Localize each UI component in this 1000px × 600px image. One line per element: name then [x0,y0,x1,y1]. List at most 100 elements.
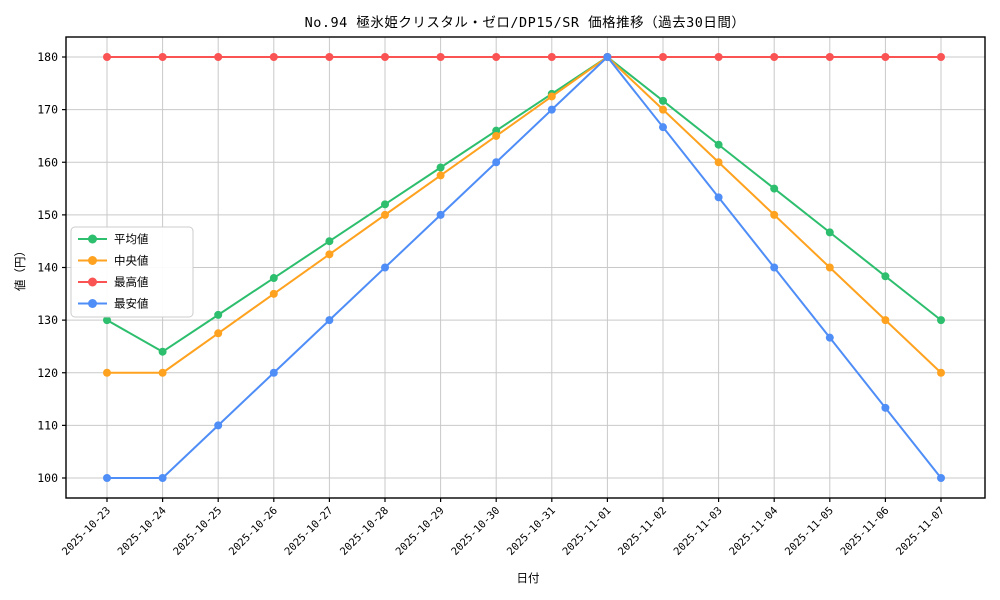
data-point-最高値 [547,53,556,61]
data-point-最高値 [770,53,779,61]
data-point-中央値 [547,92,556,101]
data-point-中央値 [881,316,890,325]
data-point-最高値 [937,53,945,61]
data-point-平均値 [937,316,945,325]
data-point-最高値 [825,53,834,61]
legend-swatch-marker [88,234,97,244]
data-point-中央値 [103,368,111,377]
data-point-中央値 [325,250,334,259]
data-point-平均値 [214,310,223,319]
data-point-最安値 [325,316,334,325]
data-point-最安値 [659,123,667,132]
x-tick-label: 2025-11-07 [894,505,947,558]
data-point-最高値 [714,53,723,61]
legend-label: 中央値 [114,254,149,268]
data-point-中央値 [492,131,501,140]
data-point-最安値 [770,263,779,272]
x-tick-label: 2025-10-26 [227,505,280,558]
x-tick-label: 2025-11-06 [838,505,891,558]
data-point-平均値 [825,228,834,237]
data-point-中央値 [269,289,278,298]
x-tick-label: 2025-10-27 [282,505,335,558]
y-tick-label: 110 [37,418,58,432]
data-point-平均値 [381,200,389,209]
data-point-最高値 [881,53,890,61]
x-tick-label: 2025-11-01 [560,505,613,558]
data-point-中央値 [937,368,945,377]
data-point-最安値 [937,474,945,482]
data-point-最安値 [158,474,167,482]
chart-title: No.94 極氷姫クリスタル・ゼロ/DP15/SR 価格推移（過去30日間） [304,15,746,31]
data-point-平均値 [659,96,667,105]
data-point-中央値 [714,158,723,167]
x-axis-label: 日付 [516,571,540,585]
y-tick-label: 160 [37,155,58,169]
x-tick-label: 2025-10-29 [394,505,447,558]
data-point-最安値 [214,421,223,430]
y-tick-label: 140 [37,261,58,275]
series-line-中央値 [106,56,942,374]
data-point-平均値 [103,316,111,325]
data-point-最高値 [659,53,667,61]
x-tick-label: 2025-11-02 [616,505,669,558]
data-point-最安値 [269,368,278,377]
data-point-中央値 [381,210,389,219]
x-tick-label: 2025-10-25 [171,505,224,558]
data-point-最高値 [158,53,167,61]
data-point-中央値 [659,105,667,114]
data-point-平均値 [714,140,723,149]
data-point-最高値 [436,53,445,61]
data-point-最安値 [103,474,111,482]
data-point-中央値 [214,329,223,338]
x-tick-label: 2025-11-05 [783,505,836,558]
data-point-平均値 [881,272,890,281]
y-tick-label: 150 [37,208,58,222]
data-point-中央値 [825,263,834,272]
data-point-最高値 [381,53,389,61]
data-point-最安値 [881,403,890,412]
data-point-最安値 [492,158,501,167]
x-tick-label: 2025-10-28 [338,505,391,558]
data-point-最高値 [214,53,223,61]
legend-label: 最高値 [114,275,149,289]
data-point-中央値 [158,368,167,377]
data-point-平均値 [269,274,278,283]
x-tick-label: 2025-11-03 [672,505,725,558]
data-point-最高値 [492,53,501,61]
data-point-最安値 [381,263,389,272]
y-axis-label: 値（円） [13,245,27,291]
data-point-平均値 [158,347,167,356]
x-tick-label: 2025-10-23 [60,505,113,558]
x-tick-label: 2025-10-31 [505,505,558,558]
data-point-平均値 [325,237,334,246]
data-point-最高値 [269,53,278,61]
legend-swatch-marker [88,299,97,308]
data-point-最安値 [547,105,556,114]
x-tick-label: 2025-10-30 [449,505,502,558]
legend-box [70,226,194,318]
data-point-中央値 [436,171,445,180]
data-point-最安値 [436,210,445,219]
data-point-平均値 [770,184,779,193]
y-tick-label: 170 [37,103,58,117]
series-line-最安値 [106,56,942,479]
data-point-最安値 [603,53,612,61]
x-tick-label: 2025-10-24 [116,505,169,558]
series-line-平均値 [106,56,942,353]
legend-label: 平均値 [114,232,149,246]
y-tick-label: 180 [37,50,58,64]
data-point-最高値 [103,53,111,61]
y-tick-label: 120 [37,366,58,380]
data-point-最高値 [325,53,334,61]
data-point-中央値 [770,210,779,219]
data-point-最安値 [825,333,834,342]
y-tick-label: 130 [37,313,58,327]
x-tick-label: 2025-11-04 [727,505,780,558]
legend-swatch-marker [88,256,97,265]
data-point-最安値 [714,193,723,202]
y-tick-label: 100 [37,471,58,485]
legend-label: 最安値 [114,297,149,311]
legend-swatch-marker [88,277,97,287]
